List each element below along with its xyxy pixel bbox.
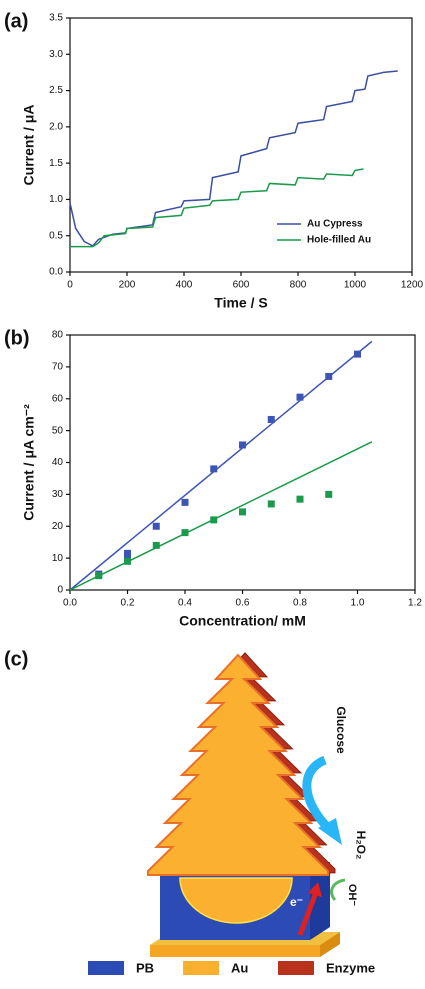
y-tick-label: 40 [52,457,64,468]
y-axis-title: Current / μA cm⁻² [21,404,37,521]
arrowhead [308,882,322,897]
data-point [267,500,275,508]
y-tick-label: 30 [52,489,64,500]
data-point [124,557,131,565]
data-point [239,441,246,449]
legend-swatch [88,961,124,975]
glucose-arrow [302,755,334,834]
y-tick-label: 2.5 [49,85,63,96]
y-tick-label: 80 [52,330,64,341]
x-tick-label: 200 [119,280,136,291]
data-point [325,490,333,498]
legend-swatch [278,961,314,975]
panel-label: (c) [4,648,28,670]
data-point [152,522,160,530]
legend-swatch [183,961,219,975]
x-axis-title: Concentration/ mM [179,613,306,629]
data-line [70,168,364,248]
y-tick-label: 2.0 [49,121,63,132]
data-point [354,350,361,358]
x-tick-label: 0.0 [63,598,77,609]
x-tick-label: 1.0 [351,598,365,609]
y-tick-label: 0 [57,585,63,596]
tree [147,653,329,876]
electron-label: e⁻ [290,895,303,909]
slab-side [320,932,340,957]
x-tick-label: 400 [176,280,193,291]
data-point [181,529,189,537]
data-point [325,372,333,380]
x-tick-label: 1000 [344,280,367,291]
y-tick-label: 50 [52,425,64,436]
data-point [124,549,131,557]
y-tick-label: 60 [52,393,64,404]
x-tick-label: 1.2 [408,598,422,609]
plot-frame [69,334,416,591]
y-tick-label: 3.0 [49,49,63,60]
y-tick-label: 3.5 [49,13,63,24]
data-point [296,393,304,401]
data-point [210,465,218,473]
y-tick-label: 1.0 [49,194,63,205]
glucose-label: Glucose [334,706,348,754]
block-side [310,862,330,940]
hemisphere [179,877,293,924]
legend-label: PB [136,960,154,975]
y-tick-label: 0.0 [49,267,63,278]
y-tick-label: 0.5 [49,230,63,241]
x-tick-label: 0.8 [293,598,307,609]
x-tick-label: 800 [290,280,307,291]
diagram: (c) Glucose H₂O₂ OH⁻ e⁻ [4,648,368,957]
data-point [181,498,189,506]
arrowhead [318,818,342,845]
y-tick-label: 20 [52,521,64,532]
legend-label: Enzyme [326,960,375,975]
data-point [95,572,103,580]
x-tick-label: 0 [67,280,73,291]
y-tick-label: 70 [52,362,64,373]
x-tick-label: 0.6 [236,598,250,609]
data-line [69,70,398,247]
x-axis-title: Time / S [214,295,267,311]
slab-front [150,945,320,957]
data-point [210,516,218,524]
y-axis-title: Current / μA [21,105,37,186]
data-line [69,441,373,591]
data-line [69,340,373,591]
panel-label: (b) [4,327,30,349]
x-tick-label: 0.2 [121,598,135,609]
ion-arrow [330,878,346,901]
data-point [239,508,246,516]
electron-arrow [297,894,318,936]
x-tick-label: 600 [233,280,250,291]
legend-label: Au Cypress [307,219,363,230]
legend-label: Au [231,960,248,975]
x-tick-label: 1200 [401,280,424,291]
product-label: H₂O₂ [354,831,368,860]
y-tick-label: 10 [52,553,64,564]
data-point [296,495,304,503]
legend-label: Hole-filled Au [307,235,371,246]
y-tick-label: 1.5 [49,158,63,169]
x-tick-label: 0.4 [178,598,192,609]
data-point [267,415,275,423]
data-point [152,541,160,549]
panel-label: (a) [4,10,28,32]
ion-label: OH⁻ [346,884,358,907]
